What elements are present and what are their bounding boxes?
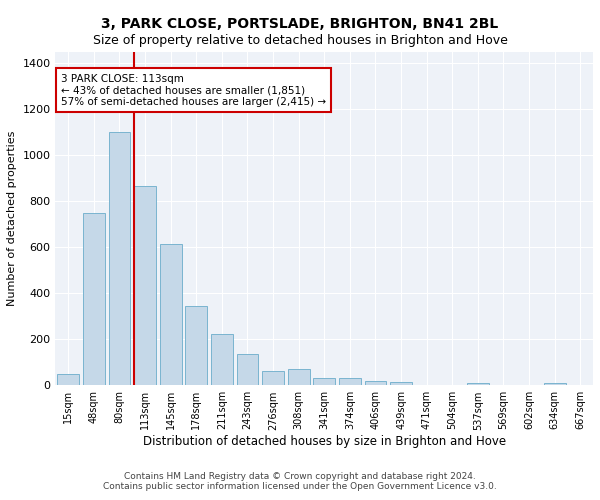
Bar bbox=[160, 244, 182, 386]
Bar bbox=[58, 374, 79, 386]
Bar bbox=[185, 306, 207, 386]
Bar bbox=[134, 186, 156, 386]
Bar bbox=[211, 334, 233, 386]
Bar bbox=[467, 383, 489, 386]
Text: 3 PARK CLOSE: 113sqm
← 43% of detached houses are smaller (1,851)
57% of semi-de: 3 PARK CLOSE: 113sqm ← 43% of detached h… bbox=[61, 74, 326, 107]
Bar bbox=[365, 380, 386, 386]
Bar bbox=[339, 378, 361, 386]
Bar bbox=[83, 213, 105, 386]
Text: 3, PARK CLOSE, PORTSLADE, BRIGHTON, BN41 2BL: 3, PARK CLOSE, PORTSLADE, BRIGHTON, BN41… bbox=[101, 18, 499, 32]
Bar bbox=[109, 132, 130, 386]
Text: Size of property relative to detached houses in Brighton and Hove: Size of property relative to detached ho… bbox=[92, 34, 508, 47]
Bar bbox=[544, 383, 566, 386]
Bar bbox=[390, 382, 412, 386]
Y-axis label: Number of detached properties: Number of detached properties bbox=[7, 131, 17, 306]
X-axis label: Distribution of detached houses by size in Brighton and Hove: Distribution of detached houses by size … bbox=[143, 435, 506, 448]
Bar bbox=[288, 369, 310, 386]
Bar bbox=[313, 378, 335, 386]
Bar bbox=[236, 354, 259, 386]
Text: Contains HM Land Registry data © Crown copyright and database right 2024.
Contai: Contains HM Land Registry data © Crown c… bbox=[103, 472, 497, 491]
Bar bbox=[262, 372, 284, 386]
